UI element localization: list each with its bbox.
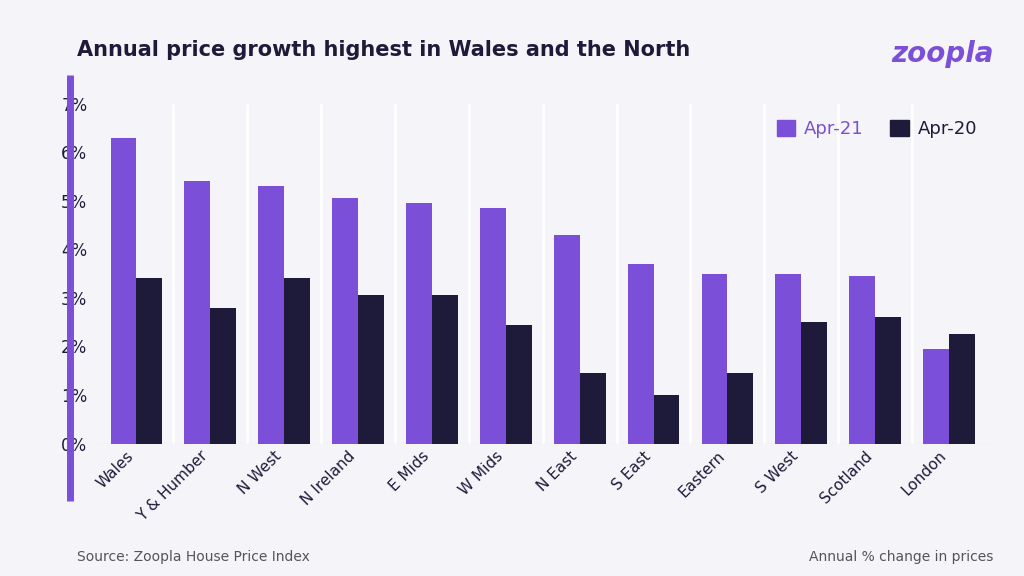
Bar (111, 138, 136, 444)
Bar (727, 373, 754, 444)
Bar (801, 322, 827, 444)
Legend: Apr-21, Apr-20: Apr-21, Apr-20 (769, 113, 984, 145)
Text: Annual price growth highest in Wales and the North: Annual price growth highest in Wales and… (77, 40, 690, 60)
Bar (580, 373, 605, 444)
Text: zoopla: zoopla (891, 40, 993, 69)
Bar (701, 274, 727, 444)
Bar (358, 295, 384, 444)
Bar (136, 278, 163, 444)
Bar (407, 203, 432, 444)
Bar (949, 334, 975, 444)
Bar (480, 208, 506, 444)
Text: Source: Zoopla House Price Index: Source: Zoopla House Price Index (77, 551, 309, 564)
Bar (184, 181, 210, 444)
Bar (923, 349, 949, 444)
Bar (628, 264, 653, 444)
Bar (876, 317, 901, 444)
Bar (775, 274, 801, 444)
Bar (432, 295, 458, 444)
Bar (210, 308, 237, 444)
Bar (332, 198, 358, 444)
Bar (653, 395, 679, 444)
Bar (506, 325, 531, 444)
Bar (285, 278, 310, 444)
Bar (849, 276, 876, 444)
Bar (554, 235, 580, 444)
Text: Annual % change in prices: Annual % change in prices (809, 551, 993, 564)
Bar (258, 186, 285, 444)
